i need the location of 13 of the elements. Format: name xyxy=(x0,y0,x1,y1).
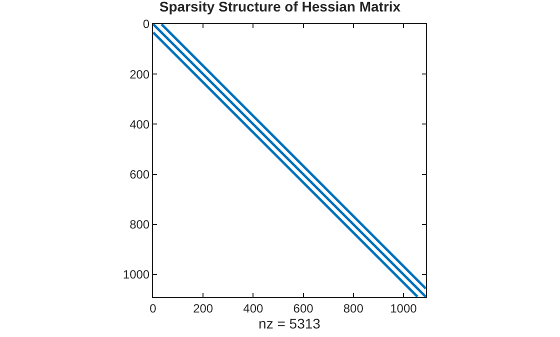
y-tick-label: 200 xyxy=(130,67,150,82)
x-tick-label: 800 xyxy=(343,301,364,316)
y-tick-label: 600 xyxy=(130,167,150,182)
y-tick-label: 800 xyxy=(130,218,150,232)
x-tick-label: 1000 xyxy=(390,301,418,316)
x-tick-label: 600 xyxy=(293,301,314,316)
y-tick-label: 1000 xyxy=(122,268,150,282)
x-axis-title: nz = 5313 xyxy=(258,316,321,332)
y-tick-label: 400 xyxy=(130,117,150,132)
chart-title: Sparsity Structure of Hessian Matrix xyxy=(159,0,401,14)
y-tick-label: 0 xyxy=(142,17,150,32)
x-tick-label: 200 xyxy=(193,301,214,316)
x-tick-label: 400 xyxy=(243,301,264,316)
